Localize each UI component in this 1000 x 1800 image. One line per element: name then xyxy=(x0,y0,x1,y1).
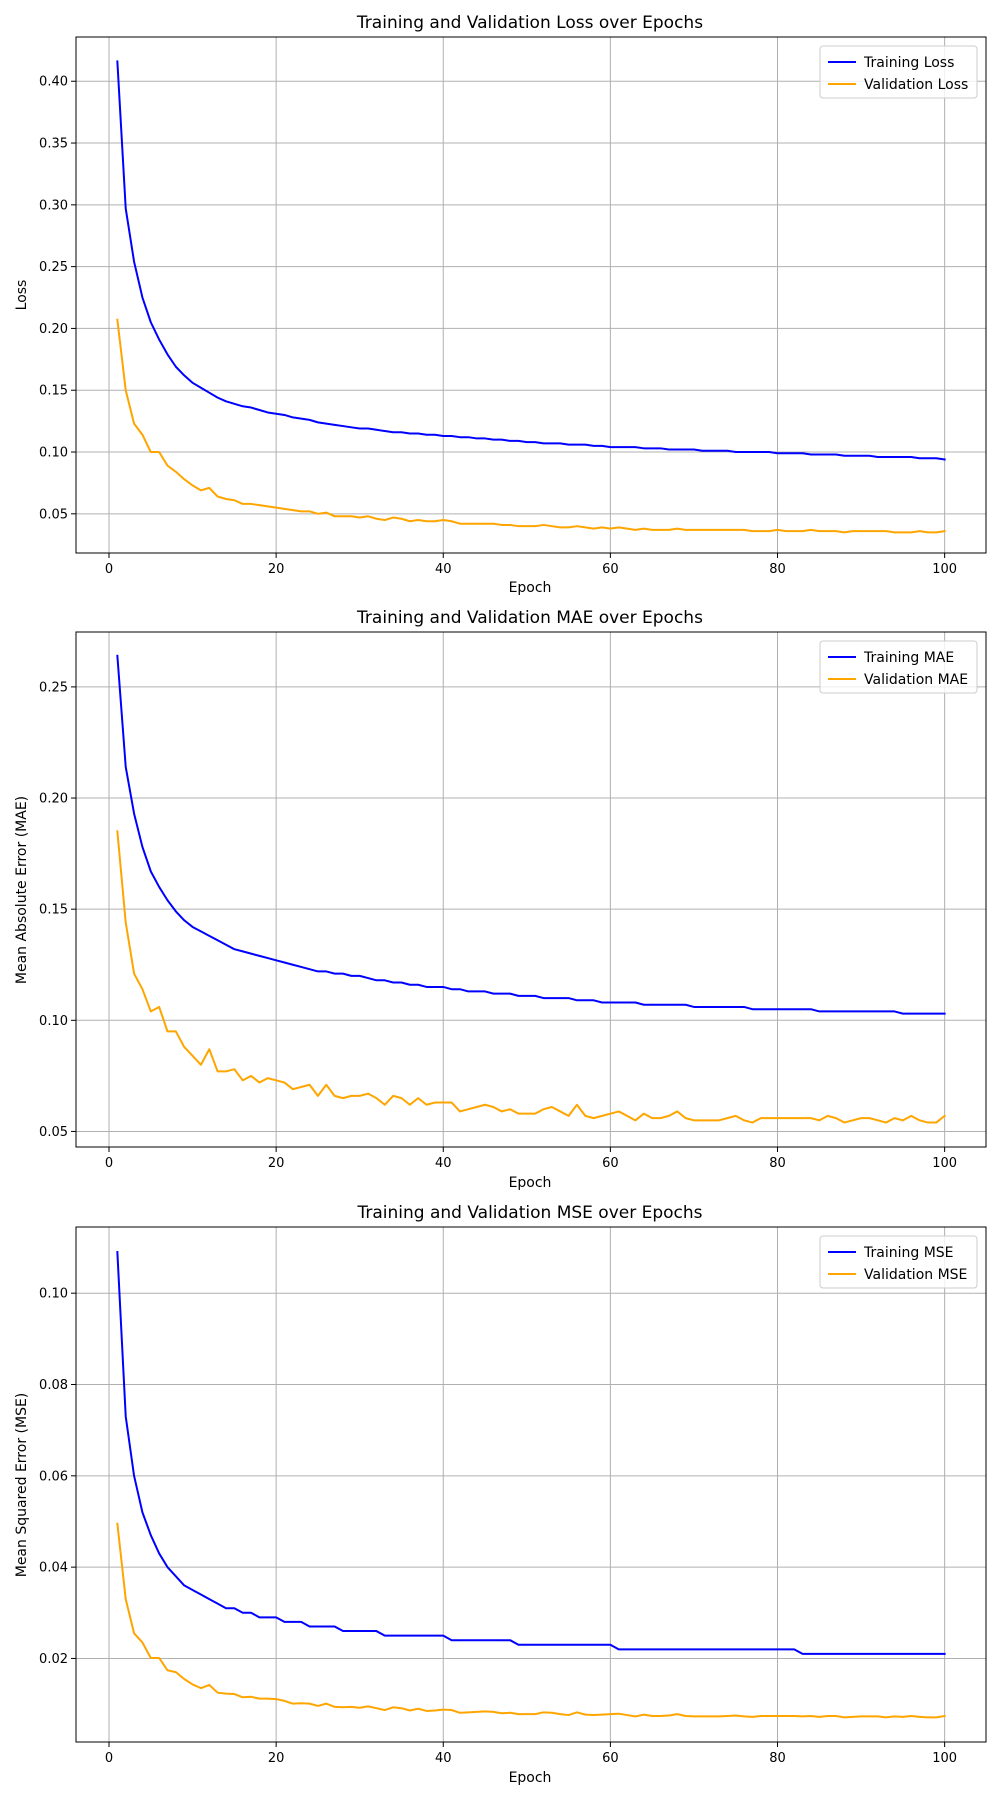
y-tick-label: 0.10 xyxy=(39,1287,68,1302)
chart-title: Training and Validation Loss over Epochs xyxy=(356,13,703,33)
training-legend-label: Training MSE xyxy=(863,1245,954,1261)
y-tick-label: 0.05 xyxy=(39,507,68,522)
y-tick-label: 0.06 xyxy=(39,1469,68,1484)
y-tick-label: 0.25 xyxy=(39,680,68,695)
training-series-line xyxy=(116,1251,946,1655)
x-tick-label: 40 xyxy=(435,1751,452,1766)
x-tick-label: 60 xyxy=(602,1156,619,1171)
y-tick-label: 0.15 xyxy=(39,903,68,918)
x-tick-label: 40 xyxy=(435,1156,452,1171)
legend: Training Loss Validation Loss xyxy=(819,45,978,99)
training-legend-label: Training MAE xyxy=(863,650,954,666)
x-axis-label: Epoch xyxy=(509,580,552,596)
x-tick-label: 80 xyxy=(769,1156,786,1171)
loss-chart: Training and Validation Loss over Epochs… xyxy=(14,13,987,596)
legend-box xyxy=(819,45,978,99)
x-tick-label: 0 xyxy=(105,1751,113,1766)
x-tick-label: 20 xyxy=(268,1156,285,1171)
x-tick-label: 0 xyxy=(105,562,113,577)
y-axis-label: Mean Absolute Error (MAE) xyxy=(14,796,30,984)
y-tick-label: 0.08 xyxy=(39,1378,68,1393)
legend-box xyxy=(819,640,978,694)
y-tick-label: 0.02 xyxy=(39,1652,68,1667)
y-tick-label: 0.35 xyxy=(39,137,68,152)
training-legend-label: Training Loss xyxy=(863,55,954,71)
validation-legend-label: Validation MSE xyxy=(864,1267,967,1283)
y-tick-label: 0.25 xyxy=(39,260,68,275)
validation-series-line xyxy=(116,318,946,534)
x-axis-label: Epoch xyxy=(509,1175,552,1191)
chart-title: Training and Validation MAE over Epochs xyxy=(356,608,703,628)
x-tick-label: 100 xyxy=(932,1751,957,1766)
y-axis-label: Loss xyxy=(14,280,30,311)
legend-box xyxy=(819,1235,978,1289)
y-tick-label: 0.15 xyxy=(39,384,68,399)
x-tick-label: 60 xyxy=(602,1751,619,1766)
y-axis-label: Mean Squared Error (MSE) xyxy=(14,1393,30,1578)
x-tick-label: 100 xyxy=(932,1156,957,1171)
training-series-line xyxy=(116,654,946,1015)
plot-frame xyxy=(75,36,987,554)
y-tick-label: 0.20 xyxy=(39,792,68,807)
x-axis-label: Epoch xyxy=(509,1770,552,1786)
x-tick-label: 0 xyxy=(105,1156,113,1171)
validation-series-line xyxy=(116,1522,946,1719)
y-tick-label: 0.20 xyxy=(39,322,68,337)
training-series-line xyxy=(116,60,946,461)
plot-frame xyxy=(75,1226,987,1743)
x-tick-label: 40 xyxy=(435,562,452,577)
mae-chart: Training and Validation MAE over Epochs … xyxy=(14,608,987,1191)
x-tick-label: 80 xyxy=(769,562,786,577)
y-tick-label: 0.10 xyxy=(39,1014,68,1029)
validation-series-line xyxy=(116,830,947,1124)
y-tick-label: 0.05 xyxy=(39,1125,68,1140)
x-tick-label: 80 xyxy=(769,1751,786,1766)
x-tick-label: 60 xyxy=(602,562,619,577)
legend: Training MSE Validation MSE xyxy=(819,1235,978,1289)
validation-legend-label: Validation MAE xyxy=(864,672,968,688)
x-tick-label: 100 xyxy=(932,562,957,577)
mse-chart: Training and Validation MSE over Epochs … xyxy=(14,1203,987,1786)
x-tick-label: 20 xyxy=(268,562,285,577)
y-tick-label: 0.10 xyxy=(39,446,68,461)
y-tick-label: 0.40 xyxy=(39,75,68,90)
validation-legend-label: Validation Loss xyxy=(864,77,968,93)
y-tick-label: 0.04 xyxy=(39,1561,68,1576)
chart-title: Training and Validation MSE over Epochs xyxy=(356,1203,702,1223)
legend: Training MAE Validation MAE xyxy=(819,640,978,694)
plot-frame xyxy=(75,631,987,1148)
x-tick-label: 20 xyxy=(268,1751,285,1766)
y-tick-label: 0.30 xyxy=(39,198,68,213)
